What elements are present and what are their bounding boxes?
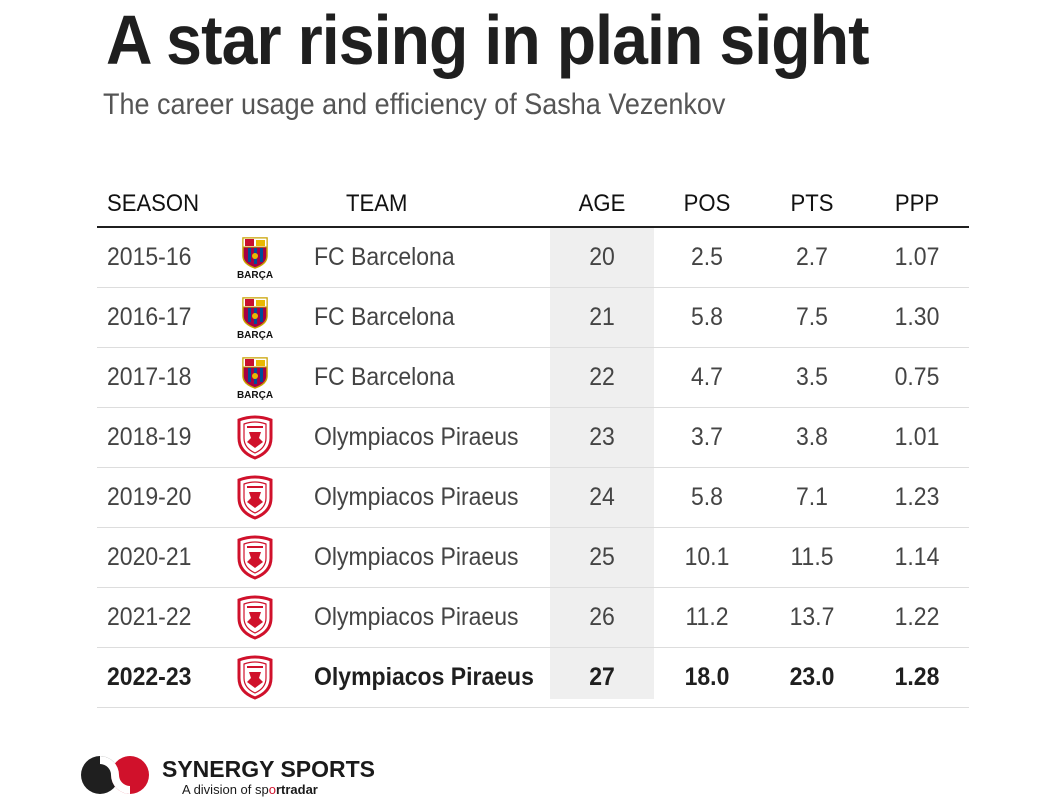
season-cell: 2018-19 [107,423,192,451]
ppp-cell: 0.75 [894,363,940,391]
age-cell: 23 [589,423,615,451]
team-cell: Olympiacos Piraeus [314,663,534,691]
pts-cell: 23.0 [789,663,835,691]
pos-cell: 11.2 [685,603,729,631]
age-cell: 25 [589,543,615,571]
pts-cell: 7.1 [796,483,828,511]
ppp-cell: 1.14 [894,543,940,571]
table-body: 2015-16 FC Barcelona 20 2.5 2.7 1.07 BARÇA 2016… [97,228,969,708]
table-row: 2017-18 FC Barcelona 22 4.7 3.5 0.75 BARÇA [97,348,969,408]
season-cell: 2015-16 [107,243,192,271]
table-row: 2022-23 Olympiacos Piraeus 27 18.0 23.0 1.28 [97,648,969,708]
table-row: 2016-17 FC Barcelona 21 5.8 7.5 1.30 BARÇA [97,288,969,348]
pos-cell: 5.8 [691,303,723,331]
age-cell: 20 [589,243,615,271]
olympiacos-crest-icon [237,415,273,460]
header-team: TEAM [346,190,408,217]
pos-cell: 5.8 [691,483,723,511]
age-cell: 27 [589,663,615,691]
team-cell: Olympiacos Piraeus [314,603,519,631]
team-cell: FC Barcelona [314,303,455,331]
pts-cell: 13.7 [789,603,835,631]
table-row: 2019-20 Olympiacos Piraeus 24 5.8 7.1 1.23 [97,468,969,528]
barca-logo-text: BARÇA [237,330,273,340]
pts-cell: 11.5 [790,543,834,571]
olympiacos-crest-icon [237,595,273,640]
season-cell: 2017-18 [107,363,192,391]
season-cell: 2020-21 [107,543,192,571]
ppp-cell: 1.22 [894,603,940,631]
synergy-sports-logo-icon [81,756,149,794]
season-cell: 2016-17 [107,303,192,331]
table-row: 2015-16 FC Barcelona 20 2.5 2.7 1.07 BARÇA [97,228,969,288]
table-row: 2020-21 Olympiacos Piraeus 25 10.1 11.5 1.14 [97,528,969,588]
footer-branding: SYNERGY SPORTS A division of sportradar [80,755,420,797]
team-cell: FC Barcelona [314,243,455,271]
season-cell: 2021-22 [107,603,192,631]
table-row: 2018-19 Olympiacos Piraeus 23 3.7 3.8 1.01 [97,408,969,468]
season-cell: 2022-23 [107,663,192,691]
footer-division: A division of sportradar [182,782,318,797]
fc-barcelona-crest-icon: BARÇA [237,297,273,340]
pts-cell: 7.5 [796,303,828,331]
pts-cell: 3.8 [796,423,828,451]
team-cell: FC Barcelona [314,363,455,391]
pts-cell: 2.7 [796,243,828,271]
ppp-cell: 1.01 [894,423,940,451]
header-ppp: PPP [894,190,940,217]
team-cell: Olympiacos Piraeus [314,423,519,451]
ppp-cell: 1.23 [894,483,940,511]
header-pos: POS [683,190,731,217]
season-cell: 2019-20 [107,483,192,511]
table-row: 2021-22 Olympiacos Piraeus 26 11.2 13.7 1.22 [97,588,969,648]
chart-title: A star rising in plain sight [106,1,870,79]
age-cell: 24 [589,483,615,511]
barca-logo-text: BARÇA [237,270,273,280]
olympiacos-crest-icon [237,655,273,700]
fc-barcelona-crest-icon: BARÇA [237,237,273,280]
team-cell: Olympiacos Piraeus [314,543,519,571]
chart-subtitle: The career usage and efficiency of Sasha… [103,88,726,121]
header-season: SEASON [107,190,200,217]
footer-brand-name: SYNERGY SPORTS [162,756,376,782]
pos-cell: 10.1 [684,543,730,571]
stats-table: SEASON TEAM AGE POS PTS PPP 2015-16 FC Ba… [97,180,969,708]
fc-barcelona-crest-icon: BARÇA [237,357,273,400]
ppp-cell: 1.30 [894,303,940,331]
ppp-cell: 1.07 [894,243,940,271]
age-cell: 22 [589,363,615,391]
header-pts: PTS [790,190,834,217]
pts-cell: 3.5 [796,363,828,391]
age-cell: 21 [589,303,615,331]
barca-logo-text: BARÇA [237,390,273,400]
age-cell: 26 [589,603,615,631]
team-cell: Olympiacos Piraeus [314,483,519,511]
olympiacos-crest-icon [237,475,273,520]
age-column-highlight [550,227,654,699]
pos-cell: 18.0 [684,663,730,691]
olympiacos-crest-icon [237,535,273,580]
pos-cell: 2.5 [691,243,723,271]
pos-cell: 4.7 [691,363,723,391]
header-age: AGE [578,190,626,217]
pos-cell: 3.7 [691,423,723,451]
ppp-cell: 1.28 [894,663,940,691]
table-header: SEASON TEAM AGE POS PTS PPP [97,180,969,228]
